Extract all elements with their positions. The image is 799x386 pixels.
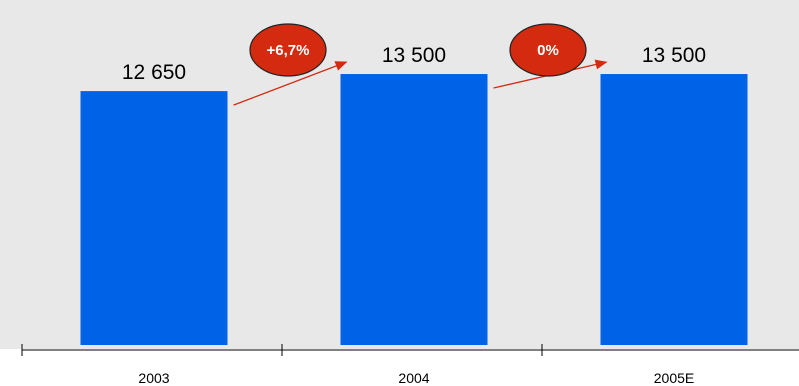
growth-badge-1 [249, 23, 327, 77]
x-axis-tick-labels: 2003 2004 2005E [138, 370, 694, 386]
growth-badge-label-1: +6,7% [267, 42, 310, 59]
value-label-2005e: 13 500 [642, 44, 706, 67]
growth-badge-2 [509, 23, 587, 77]
tick-label-2004: 2004 [398, 370, 429, 386]
bars-group [80, 74, 748, 346]
bar-2005e [600, 74, 748, 346]
value-label-2004: 13 500 [382, 44, 446, 67]
value-label-2003: 12 650 [122, 61, 186, 84]
growth-arrow-1 [233, 61, 348, 106]
growth-badge-label-2: 0% [537, 42, 559, 59]
growth-badges-group: +6,7% 0% [249, 23, 587, 77]
value-labels-group: 12 650 13 500 13 500 [122, 44, 706, 84]
tick-label-2003: 2003 [138, 370, 169, 386]
bar-2004 [340, 74, 488, 346]
bar-2003 [80, 91, 228, 345]
tick-label-2005e: 2005E [654, 370, 694, 386]
x-axis-ticks [21, 344, 543, 356]
